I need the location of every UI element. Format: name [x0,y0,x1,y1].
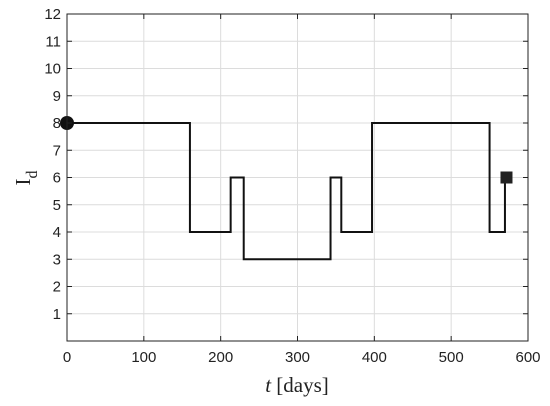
x-axis-label-unit: [days] [271,373,329,397]
y-tick-label: 5 [53,197,61,214]
x-tick-labels: 0 100 200 300 400 500 600 [63,349,541,366]
grid-lines [67,14,528,341]
y-tick-label: 6 [53,170,61,187]
end-marker [500,171,513,184]
x-tick-label: 300 [285,349,310,366]
x-tick-label: 400 [362,349,387,366]
x-ticks [66,14,529,341]
x-axis-label: t [days] [265,373,329,397]
y-axis-label: Id [11,171,41,186]
x-tick-label: 0 [63,349,71,366]
y-tick-label: 9 [53,88,61,105]
x-axis-label-variable: t [265,373,272,397]
x-tick-label: 500 [439,349,464,366]
y-tick-label: 4 [53,224,61,241]
x-tick-label: 100 [131,349,156,366]
series-line [67,122,506,261]
y-ticks [67,13,528,315]
y-tick-label: 7 [53,142,61,159]
y-tick-label: 2 [53,279,61,296]
y-axis-label-main: I [11,179,35,186]
y-tick-label: 3 [53,251,61,268]
y-tick-label: 1 [53,306,61,323]
x-tick-label: 600 [515,349,540,366]
y-tick-label: 11 [45,33,61,50]
y-tick-label: 12 [44,6,61,23]
x-tick-label: 200 [208,349,233,366]
y-tick-label: 10 [44,61,61,78]
y-tick-label: 8 [53,115,61,132]
y-axis-label-subscript: d [24,171,41,179]
